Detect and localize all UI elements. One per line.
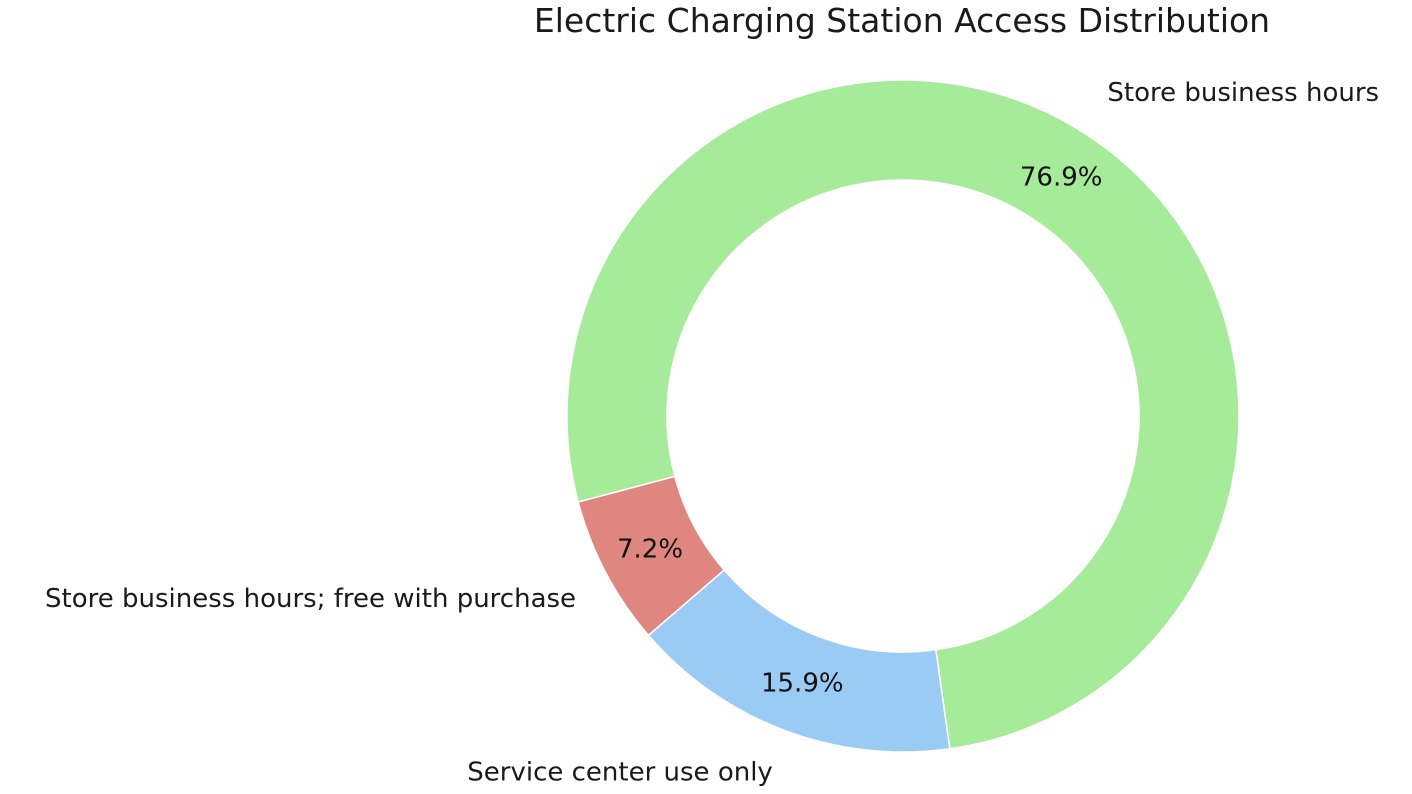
slices-group xyxy=(566,79,1240,753)
pct-label-store-business-hours: 76.9% xyxy=(1020,163,1103,193)
pct-label-store-business-hours-free-with-purchase: 7.2% xyxy=(617,534,683,564)
slice-service-center-use-only xyxy=(647,569,951,753)
slice-label-store-business-hours: Store business hours xyxy=(1107,78,1379,108)
slice-store-business-hours xyxy=(566,79,1240,750)
labels-group: Store business hours 76.9% Store business … xyxy=(45,78,1379,787)
slice-label-store-business-hours-free-with-purchase: Store business hours; free with purchase xyxy=(45,584,576,614)
chart-title: Electric Charging Station Access Distrib… xyxy=(534,1,1270,40)
pct-label-service-center-use-only: 15.9% xyxy=(761,669,844,699)
slice-label-service-center-use-only: Service center use only xyxy=(467,757,773,787)
